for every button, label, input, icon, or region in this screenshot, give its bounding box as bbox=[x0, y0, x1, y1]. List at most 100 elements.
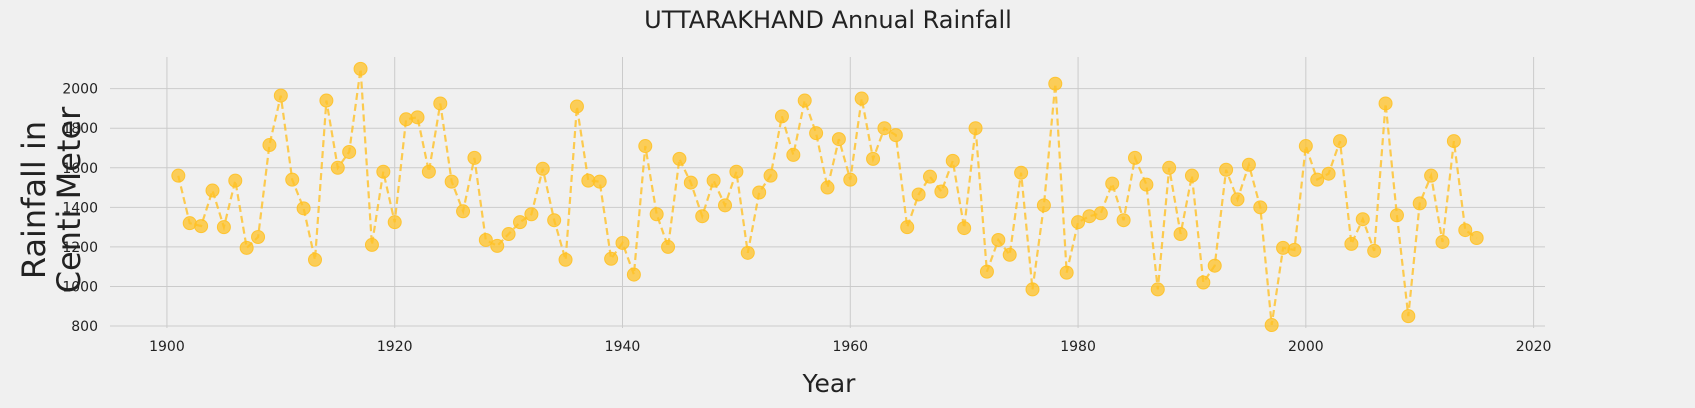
data-point bbox=[501, 227, 516, 242]
y-tick-label: 800 bbox=[71, 319, 98, 335]
y-axis-label-line-1: Rainfall in bbox=[15, 121, 53, 279]
data-points bbox=[171, 61, 1484, 333]
data-point bbox=[239, 240, 254, 255]
data-point bbox=[456, 204, 471, 219]
chart-title: UTTARAKHAND Annual Rainfall bbox=[644, 6, 1012, 34]
data-point bbox=[1150, 282, 1165, 297]
data-point bbox=[1036, 198, 1051, 213]
data-point bbox=[934, 184, 949, 199]
data-point bbox=[1241, 157, 1256, 172]
y-tick-label: 1400 bbox=[62, 200, 98, 216]
data-point bbox=[1264, 318, 1279, 333]
data-point bbox=[1435, 234, 1450, 249]
data-point bbox=[957, 221, 972, 236]
data-point bbox=[1276, 240, 1291, 255]
data-point bbox=[1446, 134, 1461, 149]
data-point bbox=[888, 128, 903, 143]
data-point bbox=[1093, 206, 1108, 221]
data-point bbox=[296, 201, 311, 216]
data-point bbox=[467, 150, 482, 165]
data-point bbox=[672, 151, 687, 166]
data-point bbox=[763, 168, 778, 183]
data-point bbox=[786, 147, 801, 162]
data-point bbox=[182, 216, 197, 231]
data-point bbox=[524, 207, 539, 222]
data-point bbox=[843, 172, 858, 187]
data-point bbox=[490, 238, 505, 253]
data-point bbox=[797, 93, 812, 108]
data-point bbox=[1321, 166, 1336, 181]
data-point bbox=[319, 93, 334, 108]
x-tick-label: 1980 bbox=[1060, 339, 1096, 355]
data-point bbox=[979, 264, 994, 279]
x-tick-label: 2020 bbox=[1516, 339, 1552, 355]
data-point bbox=[729, 164, 744, 179]
data-point bbox=[433, 96, 448, 111]
data-point bbox=[342, 144, 357, 159]
data-point bbox=[1367, 243, 1382, 258]
data-point bbox=[1401, 309, 1416, 324]
data-point bbox=[911, 187, 926, 202]
data-point bbox=[1287, 242, 1302, 257]
data-point bbox=[1139, 177, 1154, 192]
x-tick-label: 1940 bbox=[605, 339, 641, 355]
data-point bbox=[1219, 162, 1234, 177]
x-axis-label: Year bbox=[802, 369, 857, 398]
data-point bbox=[1025, 282, 1040, 297]
y-axis-label-line-2: Centi Meter bbox=[50, 106, 88, 293]
y-tick-label: 1800 bbox=[62, 121, 98, 137]
data-point bbox=[308, 252, 322, 267]
data-point bbox=[251, 230, 266, 245]
data-point bbox=[558, 252, 573, 267]
data-point bbox=[171, 168, 186, 183]
data-point bbox=[1469, 230, 1484, 245]
data-point bbox=[1344, 236, 1359, 251]
grid-lines bbox=[110, 57, 1545, 328]
data-point bbox=[421, 164, 436, 179]
data-point bbox=[1412, 196, 1427, 211]
data-point bbox=[1230, 192, 1245, 207]
data-point bbox=[330, 160, 345, 175]
data-point bbox=[1173, 227, 1188, 242]
data-point bbox=[604, 251, 619, 266]
data-point bbox=[1389, 208, 1404, 223]
data-point bbox=[216, 220, 231, 235]
data-point bbox=[923, 169, 937, 184]
data-point bbox=[866, 151, 881, 166]
data-point bbox=[752, 185, 767, 200]
data-point bbox=[649, 207, 664, 222]
y-tick-labels: 800 1000 1200 1400 1600 1800 2000 bbox=[62, 82, 98, 335]
data-point bbox=[410, 110, 425, 125]
data-point bbox=[809, 126, 824, 141]
data-point bbox=[945, 153, 960, 168]
data-point bbox=[364, 237, 379, 252]
data-point bbox=[683, 175, 698, 190]
data-point bbox=[444, 174, 459, 189]
data-point bbox=[968, 121, 983, 136]
data-point bbox=[1014, 165, 1029, 180]
data-point bbox=[1048, 76, 1063, 91]
data-point bbox=[1298, 139, 1313, 154]
data-point bbox=[820, 180, 835, 195]
data-point bbox=[1310, 172, 1325, 187]
data-point bbox=[1128, 150, 1142, 165]
data-point bbox=[877, 121, 892, 136]
data-point bbox=[1184, 168, 1199, 183]
data-point bbox=[376, 164, 391, 179]
data-point bbox=[1196, 275, 1211, 290]
data-point bbox=[718, 198, 732, 213]
data-point bbox=[1116, 213, 1131, 228]
x-tick-label: 1960 bbox=[832, 339, 868, 355]
data-point bbox=[991, 232, 1006, 247]
data-point bbox=[854, 91, 869, 106]
data-point bbox=[387, 215, 402, 230]
data-point bbox=[1458, 223, 1473, 238]
data-point bbox=[1378, 96, 1393, 111]
y-tick-label: 1200 bbox=[62, 240, 98, 256]
data-point bbox=[228, 173, 243, 188]
data-point bbox=[1162, 160, 1177, 175]
data-point bbox=[661, 239, 676, 254]
data-point bbox=[569, 99, 584, 114]
data-point bbox=[262, 138, 277, 153]
